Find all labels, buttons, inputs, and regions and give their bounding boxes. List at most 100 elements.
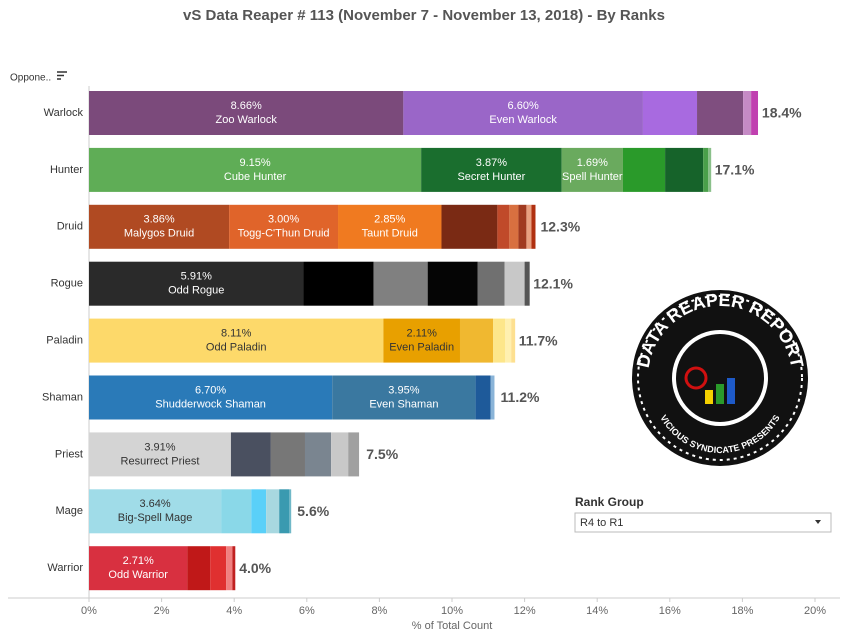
total-label: 12.3% <box>540 219 580 235</box>
x-tick-label: 16% <box>659 605 681 617</box>
x-tick-label: 6% <box>299 605 315 617</box>
total-label: 7.5% <box>366 446 398 462</box>
y-tick-label: Shaman <box>42 391 83 403</box>
filter-label: Rank Group <box>575 495 644 509</box>
bar-segment <box>421 147 562 192</box>
bar-segment <box>229 204 339 249</box>
bar-segment <box>251 489 267 534</box>
bar-segment <box>497 204 510 249</box>
bar-segment <box>221 489 252 534</box>
segment-name-label: Togg-C'Thun Druid <box>238 228 330 240</box>
segment-name-label: Zoo Warlock <box>216 114 278 126</box>
segment-value-label: 9.15% <box>239 157 270 169</box>
segment-name-label: Odd Paladin <box>206 342 267 354</box>
segment-value-label: 5.91% <box>181 271 212 283</box>
dropdown-value[interactable]: R4 to R1 <box>580 517 623 529</box>
dropdown-arrow[interactable] <box>815 520 821 524</box>
segment-value-label: 1.69% <box>577 157 608 169</box>
bar-segment <box>511 318 516 363</box>
bar-segment <box>89 432 231 477</box>
segment-value-label: 3.95% <box>388 384 419 396</box>
bar-segment <box>665 147 704 192</box>
y-tick-label: Paladin <box>46 335 83 347</box>
bar-segment <box>441 204 498 249</box>
y-tick-label: Mage <box>55 505 83 517</box>
segment-name-label: Even Paladin <box>389 342 454 354</box>
bar-segment <box>331 432 349 477</box>
sort-icon[interactable] <box>57 71 67 80</box>
bar-segment <box>504 261 525 306</box>
logo-bar <box>705 390 713 404</box>
bar-segment <box>89 546 188 591</box>
segment-name-label: Even Warlock <box>489 114 557 126</box>
logo-ring <box>637 295 803 461</box>
bar-segment <box>531 204 536 249</box>
bar-segment <box>89 261 304 306</box>
bar-segment <box>427 261 478 306</box>
total-label: 11.7% <box>519 332 558 348</box>
bar-segment <box>348 432 360 477</box>
bar-segment <box>89 489 222 534</box>
x-tick-label: 0% <box>81 605 97 617</box>
bar-segment <box>526 204 532 249</box>
y-tick-label: Druid <box>57 221 83 233</box>
bar-segment <box>210 546 227 591</box>
bar-segment <box>490 375 495 420</box>
bar-segment <box>89 91 404 135</box>
bar-segment <box>561 147 623 192</box>
logo-bar <box>716 384 724 404</box>
x-tick-label: 2% <box>154 605 170 617</box>
chart-title: vS Data Reaper # 113 (November 7 - Novem… <box>183 7 665 24</box>
segment-name-label: Shudderwock Shaman <box>155 398 266 410</box>
bar-segment <box>697 91 744 135</box>
bar-segment <box>383 318 460 363</box>
segment-value-label: 8.11% <box>221 328 252 340</box>
bar-segment <box>289 489 292 534</box>
bar-segment <box>338 204 442 249</box>
bar-segment <box>230 432 271 477</box>
total-label: 12.1% <box>533 275 573 291</box>
segment-value-label: 2.85% <box>374 214 405 226</box>
segment-value-label: 6.60% <box>508 100 539 112</box>
logo: DATA REAPER REPORT VICIOUS SYNDICATE PRE… <box>632 290 808 466</box>
total-label: 17.1% <box>715 162 755 178</box>
bar-segment <box>226 546 233 591</box>
logo-bar <box>727 378 735 404</box>
bar-segment <box>373 261 428 306</box>
bar-segment <box>743 91 752 135</box>
segment-value-label: 6.70% <box>195 384 226 396</box>
bar-segment <box>89 318 384 363</box>
bar-segment <box>622 147 666 192</box>
segment-name-label: Resurrect Priest <box>121 455 200 467</box>
filter-dropdown[interactable]: R4 to R1 <box>574 512 832 533</box>
x-tick-label: 14% <box>586 605 608 617</box>
segment-name-label: Spell Hunter <box>562 171 623 183</box>
segment-value-label: 3.91% <box>144 441 175 453</box>
total-label: 11.2% <box>501 389 540 405</box>
segment-name-label: Odd Warrior <box>108 569 168 581</box>
x-tick-label: 10% <box>441 605 463 617</box>
segment-name-label: Cube Hunter <box>224 171 287 183</box>
bar-segment <box>751 91 759 135</box>
y-tick-label: Priest <box>55 448 83 460</box>
x-tick-label: 18% <box>731 605 753 617</box>
bar-segment <box>279 489 290 534</box>
segment-value-label: 8.66% <box>231 100 262 112</box>
y-tick-label: Rogue <box>51 278 83 290</box>
total-label: 4.0% <box>239 560 271 576</box>
bar-segment <box>459 318 494 363</box>
bar-segment <box>504 318 512 363</box>
segment-value-label: 2.11% <box>407 328 438 340</box>
total-label: 5.6% <box>297 503 329 519</box>
bar-segment <box>89 147 422 192</box>
logo-inner-dark <box>676 334 764 422</box>
bar-segment <box>89 204 230 249</box>
bar-segment <box>89 375 333 420</box>
dropdown-box[interactable] <box>574 512 832 533</box>
segment-name-label: Taunt Druid <box>362 228 418 240</box>
x-tick-label: 12% <box>514 605 536 617</box>
bar-segment <box>642 91 698 135</box>
bar-segment <box>403 91 643 135</box>
bar-segment <box>493 318 505 363</box>
